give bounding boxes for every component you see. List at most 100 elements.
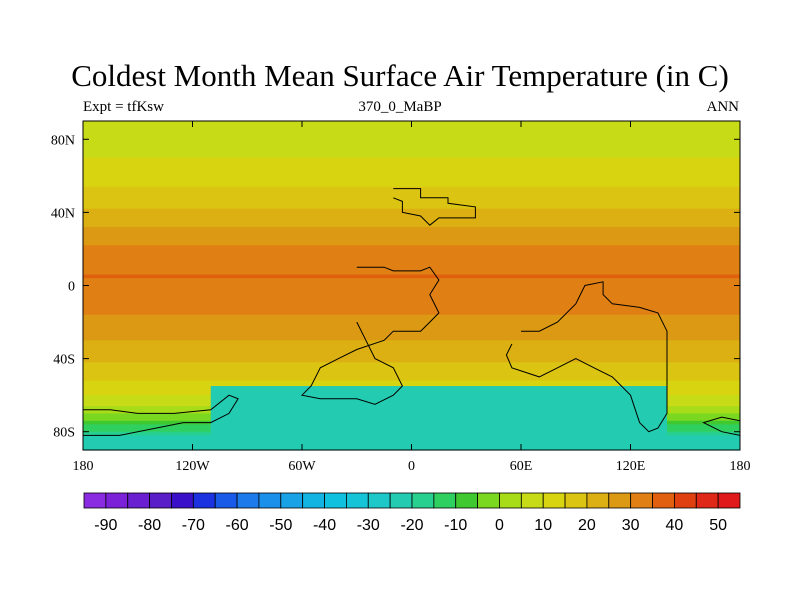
temperature-band bbox=[83, 146, 740, 151]
colorbar-swatch bbox=[105, 492, 129, 509]
colorbar-swatch bbox=[630, 492, 653, 509]
temperature-band bbox=[83, 274, 740, 279]
temperature-band bbox=[83, 157, 740, 162]
temperature-band bbox=[83, 183, 740, 188]
colorbar-swatch bbox=[83, 492, 107, 509]
temperature-band bbox=[83, 358, 740, 363]
temperature-band bbox=[83, 179, 740, 184]
temperature-band bbox=[83, 168, 740, 173]
x-tick-label: 120W bbox=[175, 459, 210, 474]
temperature-band bbox=[83, 307, 740, 312]
temperature-band bbox=[83, 263, 740, 268]
temperature-band bbox=[83, 205, 740, 210]
coastline-central-continent bbox=[300, 266, 440, 405]
temperature-band bbox=[83, 135, 740, 140]
temperature-band bbox=[83, 318, 740, 323]
temperature-band bbox=[83, 241, 740, 246]
temperature-band bbox=[83, 347, 740, 352]
colorbar-swatch bbox=[345, 492, 369, 509]
temperature-band bbox=[83, 292, 740, 298]
x-tick-label: 180 bbox=[730, 459, 751, 474]
y-tick-label: 40S bbox=[53, 353, 75, 368]
colorbar-swatch bbox=[127, 492, 150, 509]
colorbar-swatch bbox=[324, 492, 347, 509]
temperature-band bbox=[83, 230, 740, 235]
colorbar-swatch bbox=[542, 492, 566, 509]
colorbar-label: -90 bbox=[94, 517, 117, 534]
temperature-band bbox=[83, 197, 740, 203]
colorbar-label: 20 bbox=[578, 517, 596, 534]
temperature-band bbox=[83, 252, 740, 257]
colorbar-swatch bbox=[214, 492, 238, 509]
colorbar-swatch bbox=[717, 492, 741, 509]
temperature-band bbox=[83, 325, 740, 330]
experiment-label: Expt = tfKsw bbox=[83, 99, 164, 115]
coastline-northern-continent bbox=[393, 188, 476, 226]
cold-polar-region bbox=[210, 386, 667, 450]
y-tick-label: 80S bbox=[53, 426, 75, 441]
colorbar-swatch bbox=[674, 492, 697, 509]
colorbar-swatch bbox=[695, 492, 719, 509]
coastline-eastern-continent bbox=[505, 281, 668, 433]
colorbar-label: -60 bbox=[226, 517, 249, 534]
colorbar-label: -20 bbox=[400, 517, 423, 534]
temperature-band bbox=[83, 380, 740, 385]
temperature-band bbox=[83, 142, 740, 148]
x-tick-label: 120E bbox=[616, 459, 646, 474]
colorbar-swatch bbox=[389, 492, 413, 509]
colorbar-label: -80 bbox=[138, 517, 161, 534]
colorbar-label: 50 bbox=[709, 517, 727, 534]
x-tick-label: 60E bbox=[510, 459, 533, 474]
colorbar-swatch bbox=[302, 492, 325, 509]
temperature-band bbox=[83, 270, 740, 276]
temperature-band bbox=[83, 208, 740, 213]
colorbar-swatch bbox=[477, 492, 500, 509]
age-label: 370_0_MaBP bbox=[358, 99, 442, 115]
temperature-band bbox=[83, 194, 740, 199]
colorbar-swatch bbox=[433, 492, 457, 509]
temperature-band bbox=[83, 237, 740, 243]
coastline-layer bbox=[83, 188, 741, 436]
temperature-band bbox=[83, 373, 740, 378]
temperature-band bbox=[83, 248, 740, 254]
temperature-band bbox=[83, 175, 740, 181]
temperature-band bbox=[83, 150, 740, 155]
temperature-band bbox=[83, 219, 740, 224]
colorbar-label: 0 bbox=[495, 517, 504, 534]
colorbar-swatch bbox=[411, 492, 435, 509]
x-tick-label: 0 bbox=[408, 459, 415, 474]
temperature-band bbox=[83, 267, 740, 272]
temperature-band bbox=[83, 336, 740, 341]
x-tick-label: 60W bbox=[288, 459, 316, 474]
temperature-band bbox=[83, 245, 740, 250]
temperature-band bbox=[83, 285, 740, 290]
temperature-band bbox=[83, 365, 740, 371]
temperature-band bbox=[83, 227, 740, 232]
temperature-band bbox=[83, 216, 740, 221]
temperature-band bbox=[83, 139, 740, 144]
colorbar-swatch bbox=[280, 492, 304, 509]
colorbar-swatch bbox=[586, 492, 610, 509]
temperature-band bbox=[83, 376, 740, 382]
colorbar-swatch bbox=[149, 492, 172, 509]
temperature-band bbox=[83, 201, 740, 206]
temperature-field bbox=[83, 121, 740, 451]
temperature-band bbox=[83, 259, 740, 265]
temperature-band bbox=[83, 190, 740, 195]
temperature-band bbox=[83, 153, 740, 159]
y-tick-label: 80N bbox=[51, 133, 75, 148]
temperature-band bbox=[83, 351, 740, 356]
colorbar-swatch bbox=[520, 492, 544, 509]
colorbar-label: 30 bbox=[622, 517, 640, 534]
colorbar-label: -70 bbox=[182, 517, 205, 534]
temperature-band bbox=[83, 296, 740, 301]
colorbar-swatch bbox=[652, 492, 675, 509]
temperature-band bbox=[83, 131, 740, 137]
colorbar-label: -40 bbox=[313, 517, 336, 534]
temperature-band bbox=[83, 362, 740, 367]
colorbar-swatch bbox=[236, 492, 260, 509]
temperature-band bbox=[83, 256, 740, 261]
temperature-band bbox=[83, 289, 740, 294]
colorbar-swatch bbox=[192, 492, 216, 509]
